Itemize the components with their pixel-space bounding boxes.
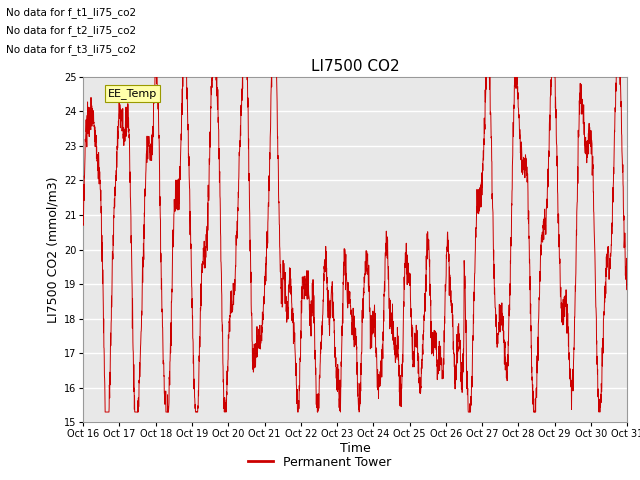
Text: No data for f_t3_li75_co2: No data for f_t3_li75_co2: [6, 44, 136, 55]
Text: EE_Temp: EE_Temp: [108, 88, 157, 99]
Text: No data for f_t2_li75_co2: No data for f_t2_li75_co2: [6, 25, 136, 36]
Y-axis label: LI7500 CO2 (mmol/m3): LI7500 CO2 (mmol/m3): [47, 176, 60, 323]
Legend: Permanent Tower: Permanent Tower: [243, 451, 397, 474]
Text: No data for f_t1_li75_co2: No data for f_t1_li75_co2: [6, 7, 136, 18]
X-axis label: Time: Time: [340, 442, 371, 455]
Title: LI7500 CO2: LI7500 CO2: [311, 59, 399, 74]
